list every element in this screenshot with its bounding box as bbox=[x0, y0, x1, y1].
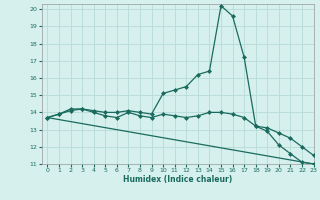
X-axis label: Humidex (Indice chaleur): Humidex (Indice chaleur) bbox=[123, 175, 232, 184]
